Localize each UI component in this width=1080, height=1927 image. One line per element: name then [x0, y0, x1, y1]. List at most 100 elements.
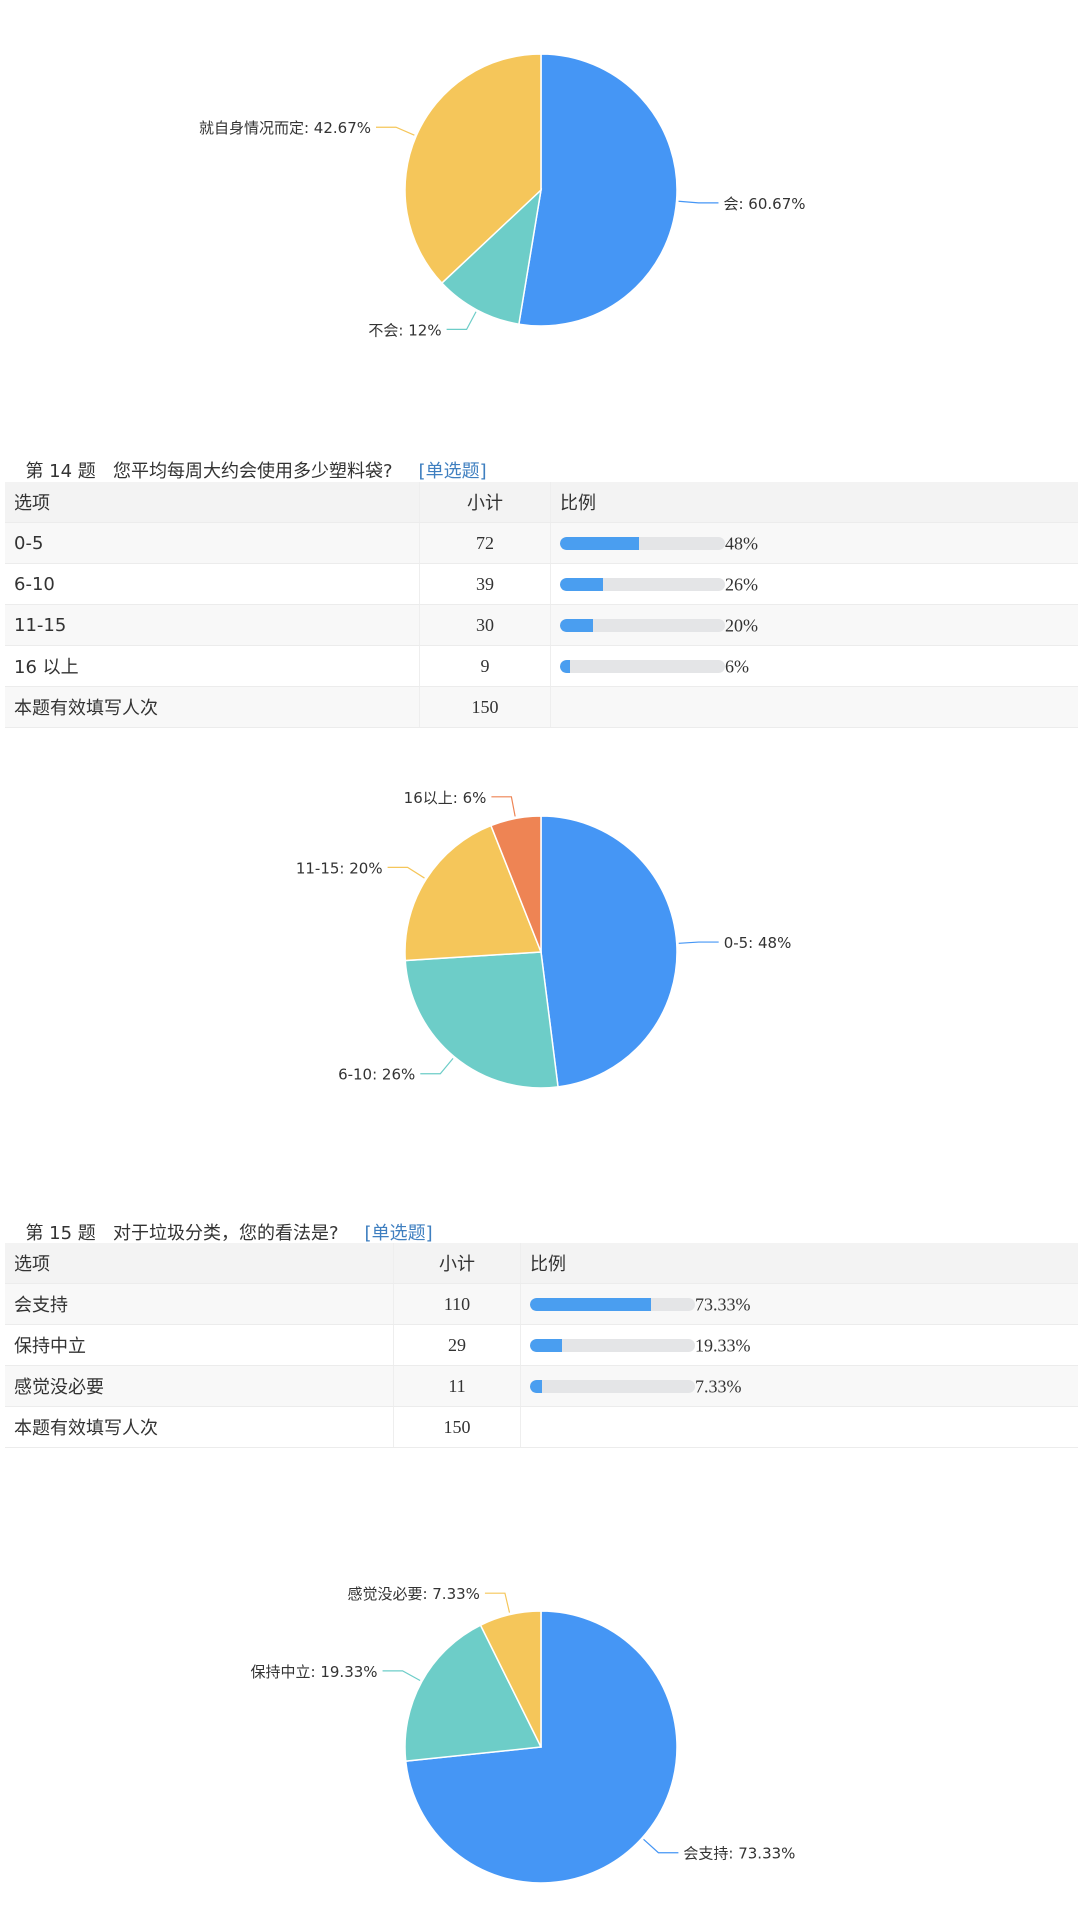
option-count: 39	[419, 563, 551, 605]
total-count: 150	[393, 1406, 521, 1448]
ratio-bar	[560, 660, 725, 674]
pie-slice[interactable]	[518, 53, 678, 327]
q15-results-table: 选项 小计 比例 会支持 110 73.33% 保持中立 29 19.33% 感觉没…	[5, 1243, 1078, 1448]
option-ratio: 19.33%	[520, 1324, 1078, 1366]
option-label: 11-15	[5, 604, 420, 646]
question-type-link[interactable]: [单选题]	[364, 1223, 433, 1244]
header-ratio: 比例	[520, 1243, 1078, 1284]
option-label: 保持中立	[5, 1324, 394, 1366]
pie-chart-q13: 会: 60.67% 不会: 12% 就自身情况而定: 42.67%	[199, 53, 806, 339]
q14-results-table: 选项 小计 比例 0-5 72 48% 6-10 39 26% 11-15 30 2…	[5, 482, 1078, 728]
total-label: 本题有效填写人次	[5, 1406, 394, 1448]
header-count: 小计	[393, 1243, 521, 1284]
header-ratio: 比例	[550, 482, 1078, 523]
header-count: 小计	[419, 482, 551, 523]
slice-label: 不会: 12%	[368, 321, 441, 339]
table-row: 16 以上 9 6%	[5, 645, 1078, 687]
option-count: 110	[393, 1283, 521, 1325]
pie-slice[interactable]	[404, 951, 559, 1089]
ratio-bar-fill	[530, 1339, 562, 1353]
slice-label: 0-5: 48%	[724, 934, 792, 952]
ratio-bar	[560, 578, 725, 592]
table-row: 11-15 30 20%	[5, 604, 1078, 646]
option-count: 9	[419, 645, 551, 687]
question-number: 第 15 题	[25, 1223, 96, 1244]
ratio-bar-fill	[560, 619, 593, 633]
ratio-percent: 48%	[725, 533, 758, 554]
table-header: 选项 小计 比例	[5, 1243, 1078, 1284]
table-row: 会支持 110 73.33%	[5, 1283, 1078, 1325]
option-ratio: 7.33%	[520, 1365, 1078, 1407]
ratio-percent: 7.33%	[695, 1376, 742, 1397]
option-label: 16 以上	[5, 645, 420, 687]
pie-slice[interactable]	[479, 1610, 542, 1748]
header-option: 选项	[5, 482, 420, 523]
option-ratio: 20%	[550, 604, 1078, 646]
ratio-bar-fill	[530, 1380, 543, 1394]
ratio-bar-fill	[530, 1298, 651, 1312]
label-leader-line	[678, 941, 719, 944]
pie-slice[interactable]	[540, 815, 678, 1088]
pie-slice[interactable]	[404, 824, 543, 962]
ratio-bar	[530, 1339, 695, 1353]
ratio-percent: 26%	[725, 574, 758, 595]
label-leader-line	[420, 1057, 454, 1075]
question-14-title: 第 14 题 您平均每周大约会使用多少塑料袋? [单选题]	[14, 436, 487, 483]
ratio-bar	[560, 619, 725, 633]
label-leader-line	[446, 311, 477, 330]
slice-label: 会支持: 73.33%	[683, 1845, 795, 1863]
total-count: 150	[419, 686, 551, 728]
pie-slice[interactable]	[489, 815, 542, 953]
pie-slice[interactable]	[440, 187, 543, 326]
option-ratio: 26%	[550, 563, 1078, 605]
question-text: 对于垃圾分类，您的看法是?	[112, 1223, 339, 1244]
option-count: 11	[393, 1365, 521, 1407]
pie-chart-q15: 会支持: 73.33% 保持中立: 19.33% 感觉没必要: 7.33%	[251, 1585, 795, 1884]
label-leader-line	[484, 1592, 511, 1613]
option-ratio: 6%	[550, 645, 1078, 687]
ratio-percent: 6%	[725, 656, 749, 677]
option-ratio: 48%	[550, 522, 1078, 564]
pie-slice[interactable]	[404, 53, 542, 285]
option-label: 6-10	[5, 563, 420, 605]
ratio-percent: 19.33%	[695, 1335, 751, 1356]
ratio-percent: 73.33%	[695, 1294, 751, 1315]
ratio-percent: 20%	[725, 615, 758, 636]
slice-label: 16以上: 6%	[404, 789, 487, 807]
label-leader-line	[643, 1838, 679, 1854]
option-count: 30	[419, 604, 551, 646]
label-leader-line	[491, 796, 516, 817]
table-row: 保持中立 29 19.33%	[5, 1324, 1078, 1366]
option-count: 29	[393, 1324, 521, 1366]
table-header: 选项 小计 比例	[5, 482, 1078, 523]
pie-slice[interactable]	[404, 1624, 543, 1763]
ratio-bar	[530, 1380, 695, 1394]
table-total-row: 本题有效填写人次 150	[5, 686, 1078, 728]
label-leader-line	[382, 1670, 421, 1682]
ratio-bar-fill	[560, 660, 570, 674]
question-text: 您平均每周大约会使用多少塑料袋?	[112, 461, 393, 482]
question-15-title: 第 15 题 对于垃圾分类，您的看法是? [单选题]	[14, 1198, 433, 1245]
table-row: 感觉没必要 11 7.33%	[5, 1365, 1078, 1407]
option-label: 0-5	[5, 522, 420, 564]
label-leader-line	[387, 866, 425, 879]
table-row: 6-10 39 26%	[5, 563, 1078, 605]
slice-label: 会: 60.67%	[723, 195, 805, 213]
option-ratio: 73.33%	[520, 1283, 1078, 1325]
total-label: 本题有效填写人次	[5, 686, 420, 728]
label-leader-line	[376, 126, 415, 136]
pie-chart-q14: 0-5: 48% 6-10: 26% 11-15: 20% 16以上: 6%	[296, 789, 792, 1089]
option-count: 72	[419, 522, 551, 564]
question-number: 第 14 题	[25, 461, 96, 482]
ratio-bar	[530, 1298, 695, 1312]
slice-label: 感觉没必要: 7.33%	[347, 1585, 479, 1603]
ratio-bar	[560, 537, 725, 551]
option-label: 会支持	[5, 1283, 394, 1325]
slice-label: 11-15: 20%	[296, 859, 383, 877]
table-row: 0-5 72 48%	[5, 522, 1078, 564]
label-leader-line	[678, 200, 719, 204]
slice-label: 6-10: 26%	[338, 1066, 415, 1084]
option-label: 感觉没必要	[5, 1365, 394, 1407]
question-type-link[interactable]: [单选题]	[418, 461, 487, 482]
table-total-row: 本题有效填写人次 150	[5, 1406, 1078, 1448]
